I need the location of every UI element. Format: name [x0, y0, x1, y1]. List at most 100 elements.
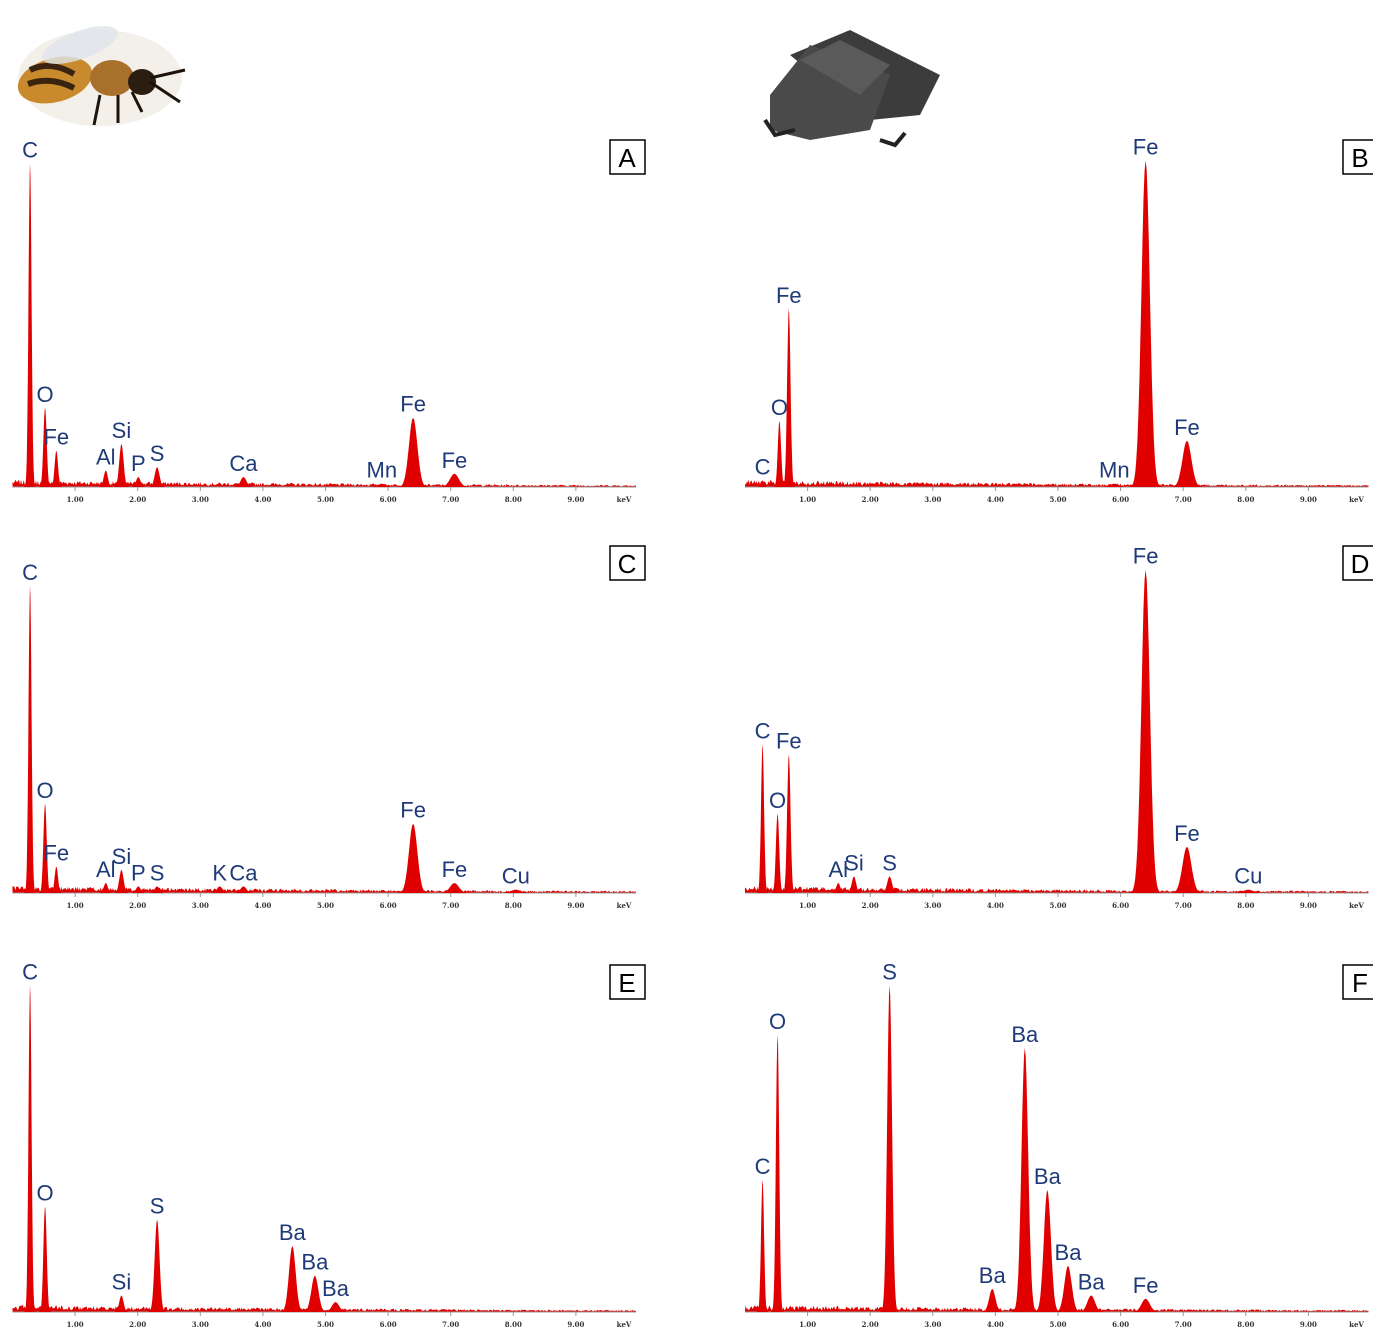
- peak-label: Fe: [442, 448, 468, 473]
- x-tick-label: 4.00: [987, 1320, 1004, 1329]
- peak-label: Ca: [229, 451, 258, 476]
- peak: [782, 754, 796, 893]
- background: [745, 480, 1369, 487]
- peak-label: Cu: [502, 864, 530, 889]
- peak-label: O: [769, 788, 786, 813]
- peak-label: Si: [112, 844, 132, 869]
- x-tick-label: 8.00: [1237, 495, 1254, 504]
- peak-label: Fe: [400, 392, 426, 417]
- peak: [773, 421, 786, 487]
- peak-label: C: [755, 1154, 771, 1179]
- peak-label: Ba: [1011, 1022, 1039, 1047]
- panel-label: C: [618, 549, 637, 579]
- x-tick-label: 1.00: [67, 901, 84, 910]
- peak-label: O: [36, 382, 53, 407]
- spectrum-panel: 1.002.003.004.005.006.007.008.009.00keVC…: [745, 959, 1373, 1329]
- peak-label: Fe: [43, 841, 69, 866]
- peak-label: C: [755, 454, 771, 479]
- x-tick-label: 7.00: [442, 495, 459, 504]
- peak-label: C: [22, 560, 38, 585]
- x-tick-label: 3.00: [192, 1320, 209, 1329]
- x-tick-label: 5.00: [1049, 1320, 1066, 1329]
- x-tick-label: 8.00: [505, 901, 522, 910]
- x-tick-label: 3.00: [192, 495, 209, 504]
- peak: [396, 418, 430, 487]
- peak-label: Fe: [1133, 1273, 1159, 1298]
- x-tick-label: 2.00: [129, 1320, 146, 1329]
- peak-label: Fe: [776, 283, 802, 308]
- peak: [24, 164, 36, 487]
- x-tick-label: 4.00: [987, 901, 1004, 910]
- x-tick-label: 4.00: [987, 495, 1004, 504]
- x-tick-label: 7.00: [442, 1320, 459, 1329]
- x-tick-label: 5.00: [317, 1320, 334, 1329]
- x-tick-label: 5.00: [317, 495, 334, 504]
- peak: [437, 883, 473, 893]
- peak-label: Fe: [400, 798, 426, 823]
- peak-label: S: [882, 959, 897, 984]
- peak: [1129, 570, 1163, 893]
- x-tick-label: 9.00: [567, 1320, 584, 1329]
- peak: [50, 451, 64, 487]
- peak-label: S: [150, 860, 165, 885]
- x-tick-label: 9.00: [1300, 901, 1317, 910]
- peak-label: Ba: [1078, 1270, 1106, 1295]
- x-tick-label: 2.00: [129, 495, 146, 504]
- peak: [437, 474, 473, 487]
- peak-label: S: [150, 1194, 165, 1219]
- x-tick-label: 6.00: [380, 901, 397, 910]
- panel-label: B: [1351, 143, 1368, 173]
- panel-label: F: [1352, 968, 1368, 998]
- figure: 1.00 2.00 3.00 4.00 5.00 6.00 7.00 8.00 9.00 keV C…: [0, 0, 1373, 1338]
- x-axis-label: keV: [1349, 1320, 1364, 1329]
- peak: [771, 1035, 784, 1312]
- background: [13, 1305, 637, 1312]
- peak-label: S: [150, 441, 165, 466]
- peak-label: C: [22, 138, 38, 163]
- peak-label: Fe: [1133, 134, 1159, 159]
- x-axis-label: keV: [617, 495, 632, 504]
- x-tick-label: 3.00: [924, 1320, 941, 1329]
- x-tick-label: 8.00: [505, 495, 522, 504]
- x-tick-label: 3.00: [924, 901, 941, 910]
- x-tick-label: 7.00: [1175, 901, 1192, 910]
- peak: [757, 745, 769, 894]
- x-tick-label: 1.00: [799, 901, 816, 910]
- peak-label: Si: [112, 1270, 132, 1295]
- x-tick-label: 1.00: [67, 495, 84, 504]
- peak-label: Ba: [1034, 1164, 1062, 1189]
- peak-label: Fe: [1174, 415, 1200, 440]
- x-tick-label: 7.00: [442, 901, 459, 910]
- peak: [980, 1289, 1005, 1312]
- x-tick-label: 2.00: [862, 901, 879, 910]
- x-tick-label: 5.00: [1049, 901, 1066, 910]
- peak: [1169, 441, 1205, 487]
- peak-label: Al: [96, 445, 116, 470]
- x-tick-label: 6.00: [380, 495, 397, 504]
- x-tick-label: 6.00: [380, 1320, 397, 1329]
- peak-label: Si: [112, 418, 132, 443]
- x-tick-label: 1.00: [799, 495, 816, 504]
- x-tick-label: 6.00: [1112, 901, 1129, 910]
- peak-label: O: [36, 778, 53, 803]
- spectrum-panel: 1.002.003.004.005.006.007.008.009.00keVC…: [745, 544, 1373, 910]
- peak-label: Fe: [442, 857, 468, 882]
- peak-label: Ca: [229, 860, 258, 885]
- x-tick-label: 3.00: [924, 495, 941, 504]
- x-axis-label: keV: [1349, 495, 1364, 504]
- peak-label: Fe: [1174, 821, 1200, 846]
- peak: [880, 985, 899, 1312]
- x-tick-label: 7.00: [1175, 495, 1192, 504]
- peak-label: Ba: [279, 1220, 307, 1245]
- x-tick-label: 9.00: [567, 495, 584, 504]
- x-tick-label: 9.00: [567, 901, 584, 910]
- peak-label: Si: [844, 851, 864, 876]
- peak-label: C: [22, 959, 38, 984]
- x-axis-label: keV: [617, 901, 632, 910]
- peak: [39, 1206, 52, 1312]
- panel-label: A: [618, 143, 636, 173]
- x-tick-label: 8.00: [505, 1320, 522, 1329]
